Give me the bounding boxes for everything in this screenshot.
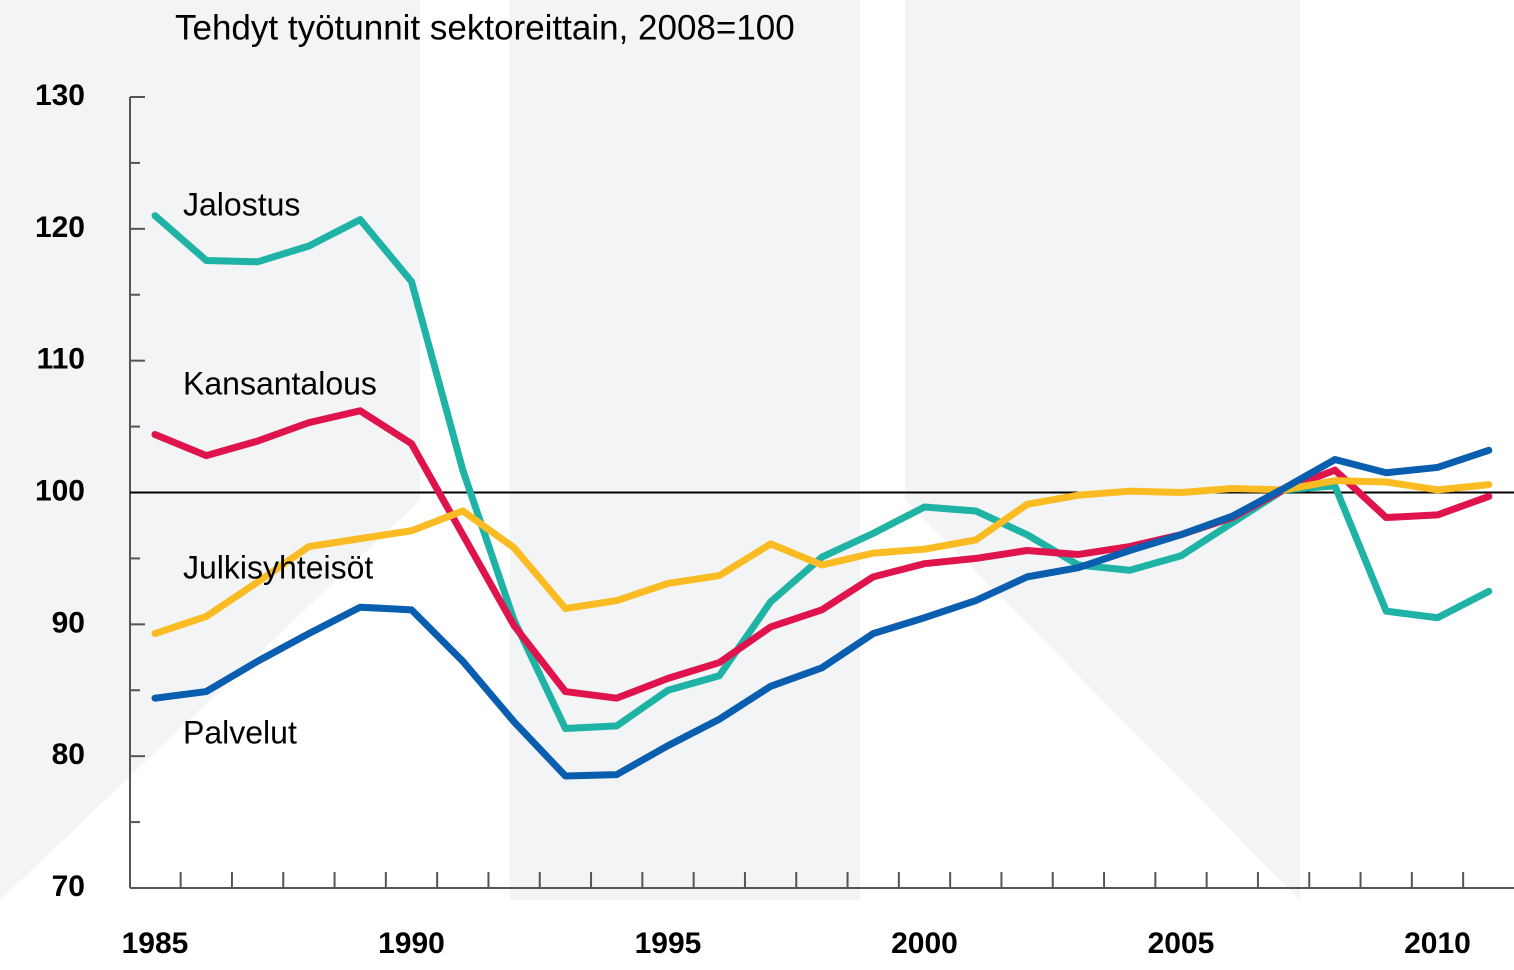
x-tick-label: 2005 <box>1148 927 1215 960</box>
series-line <box>151 446 1493 780</box>
x-tick-label: 1985 <box>122 927 189 960</box>
series-label: Julkisyhteisöt <box>183 549 373 585</box>
x-tick-label: 2010 <box>1404 927 1471 960</box>
x-tick-label: 1990 <box>378 927 445 960</box>
y-tick-label: 80 <box>52 738 85 771</box>
series-label: Palvelut <box>183 714 297 750</box>
y-tick-label: 110 <box>37 343 85 376</box>
chart-title: Tehdyt työtunnit sektoreittain, 2008=100 <box>175 8 795 47</box>
x-tick-label: 2000 <box>891 927 958 960</box>
y-tick-label: 130 <box>35 79 85 112</box>
x-tick-label: 1995 <box>635 927 702 960</box>
watermark <box>0 0 1300 900</box>
y-tick-label: 90 <box>52 606 85 639</box>
series-line <box>151 477 1493 638</box>
series-label: Kansantalous <box>183 365 377 401</box>
series-label: Jalostus <box>183 186 300 222</box>
y-tick-label: 100 <box>35 474 85 507</box>
y-tick-label: 120 <box>35 211 85 244</box>
y-tick-label: 70 <box>52 870 85 903</box>
